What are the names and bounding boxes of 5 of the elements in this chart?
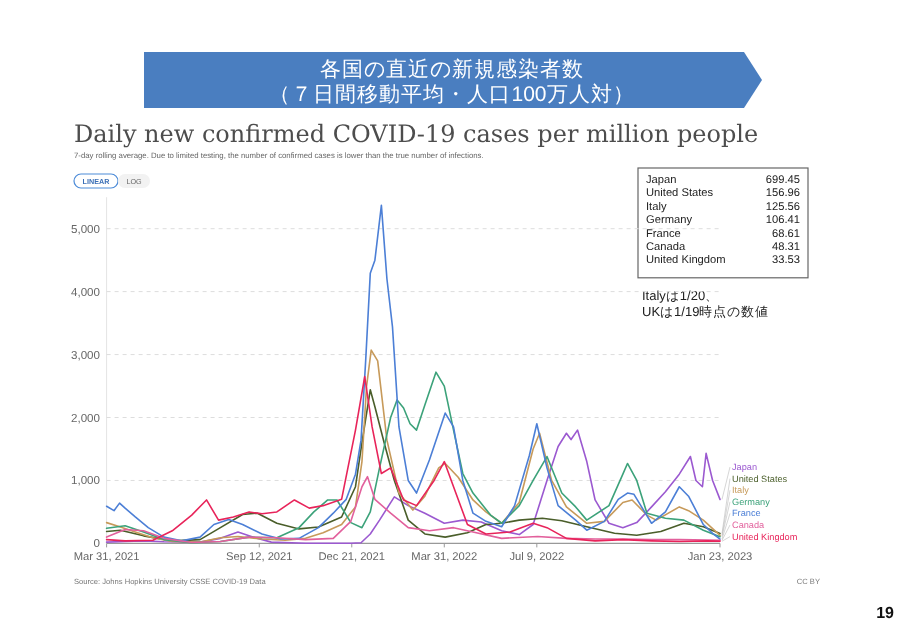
- text: Daily new confirmed COVID-19 cases per million people: [74, 120, 759, 148]
- chart-title: 各国の直近の新規感染者数: [320, 56, 584, 82]
- chart-subtitle: （７日間移動平均・人口100万人対）: [269, 81, 635, 107]
- title-banner: 各国の直近の新規感染者数 （７日間移動平均・人口100万人対）: [144, 52, 762, 108]
- text: 19: [876, 604, 896, 622]
